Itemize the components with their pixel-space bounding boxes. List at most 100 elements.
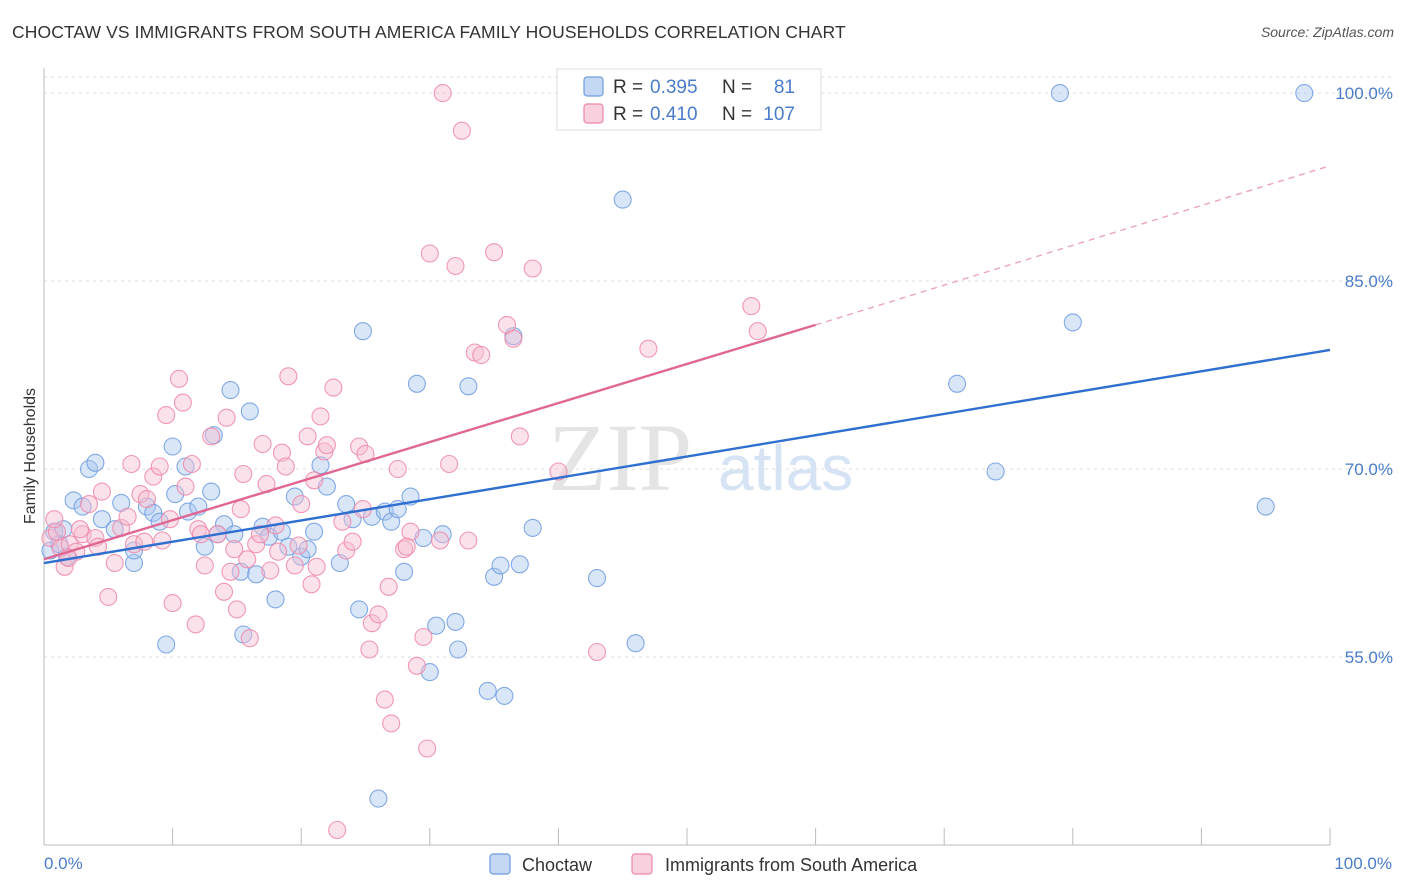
point-0-19	[166, 485, 185, 504]
point-1-92	[70, 520, 90, 539]
legend-n-label-immigrants: N =	[722, 104, 752, 125]
point-0-12	[124, 553, 144, 573]
point-1-42	[261, 561, 280, 580]
point-1-105	[379, 577, 398, 596]
point-1-19	[153, 531, 172, 550]
point-0-68	[510, 555, 529, 574]
point-1-54	[317, 436, 336, 455]
point-1-17	[144, 467, 163, 486]
point-0-77	[1256, 497, 1275, 516]
point-0-74	[986, 462, 1005, 481]
point-1-63	[369, 605, 388, 624]
point-0-65	[491, 556, 510, 575]
trend-line-0	[43, 348, 1331, 565]
x-tick-label-max: 100.0%	[1334, 854, 1392, 873]
point-1-13	[118, 507, 137, 526]
point-0-45	[337, 495, 356, 514]
point-1-100	[269, 542, 288, 561]
series-0-points	[41, 84, 1314, 808]
point-1-64	[375, 690, 394, 709]
chart-source: Source: ZipAtlas.com	[1260, 24, 1394, 40]
point-1-37	[238, 550, 257, 569]
point-0-47	[350, 600, 369, 619]
legend-r-value-immigrants: 0.410	[650, 104, 698, 125]
point-1-28	[195, 556, 214, 575]
trend-lines	[43, 165, 1331, 565]
point-1-45	[276, 457, 295, 476]
point-0-0	[41, 541, 60, 560]
point-0-40	[298, 540, 317, 559]
point-0-41	[305, 522, 324, 541]
point-1-82	[504, 329, 523, 348]
watermark-zip: ZIP	[548, 404, 692, 511]
point-1-87	[639, 339, 658, 358]
point-1-47	[285, 556, 304, 575]
watermark: ZIP atlas	[548, 404, 853, 511]
point-1-24	[176, 477, 195, 496]
point-0-53	[395, 562, 414, 581]
point-0-9	[92, 510, 111, 529]
point-1-71	[418, 739, 437, 758]
legend-n-value-immigrants: 107	[763, 104, 795, 125]
y-tick-label-1: 70.0%	[1345, 460, 1393, 479]
point-1-16	[137, 490, 156, 509]
point-1-79	[472, 345, 491, 365]
trend-extension-1	[815, 165, 1331, 326]
point-0-18	[163, 437, 182, 456]
point-1-70	[414, 627, 433, 647]
point-1-68	[401, 522, 420, 541]
point-1-33	[221, 562, 240, 581]
point-1-40	[253, 434, 272, 454]
x-tick-marks	[43, 828, 1331, 845]
watermark-atlas: atlas	[718, 432, 853, 504]
legend-swatch-immigrants	[583, 103, 604, 124]
point-0-17	[157, 635, 176, 654]
point-1-25	[182, 454, 201, 474]
point-0-76	[1063, 313, 1082, 332]
point-1-77	[459, 531, 478, 550]
point-0-48	[353, 322, 372, 341]
point-1-39	[247, 535, 266, 554]
legend-r-label-immigrants: R =	[613, 104, 643, 125]
bottom-legend-swatch-immigrants	[631, 853, 653, 875]
point-0-70	[587, 569, 607, 588]
point-1-91	[45, 510, 64, 529]
point-1-89	[748, 322, 767, 341]
legend-r-label-choctaw: R =	[613, 77, 643, 98]
point-1-56	[328, 820, 347, 840]
point-0-8	[86, 453, 105, 472]
point-1-7	[79, 495, 99, 514]
point-1-26	[186, 615, 205, 634]
legend-r-value-choctaw: 0.395	[650, 77, 698, 98]
point-0-62	[459, 377, 478, 396]
legend: R = 0.395 N = 81 R = 0.410 N = 107	[556, 68, 822, 131]
point-1-74	[440, 454, 459, 474]
point-0-66	[495, 686, 514, 705]
point-0-5	[64, 491, 83, 510]
point-1-20	[157, 406, 176, 425]
point-0-61	[449, 640, 468, 659]
point-1-76	[452, 121, 471, 140]
series-1-points	[41, 84, 812, 840]
point-1-106	[397, 537, 416, 556]
point-1-73	[433, 84, 452, 103]
point-1-58	[343, 532, 362, 551]
point-1-38	[240, 629, 259, 648]
point-1-34	[227, 600, 246, 619]
point-1-101	[289, 536, 308, 555]
point-1-21	[163, 594, 182, 613]
legend-n-label-choctaw: N =	[722, 77, 752, 98]
point-0-27	[221, 381, 240, 400]
point-0-32	[247, 565, 266, 584]
point-1-65	[382, 714, 401, 733]
point-1-46	[279, 367, 298, 386]
point-1-29	[202, 427, 221, 446]
point-0-42	[311, 456, 330, 475]
point-1-55	[324, 378, 343, 397]
point-1-66	[388, 459, 407, 479]
point-1-50	[302, 575, 321, 594]
y-tick-label-0: 55.0%	[1345, 648, 1393, 667]
point-1-85	[549, 462, 568, 481]
point-0-24	[202, 482, 221, 501]
